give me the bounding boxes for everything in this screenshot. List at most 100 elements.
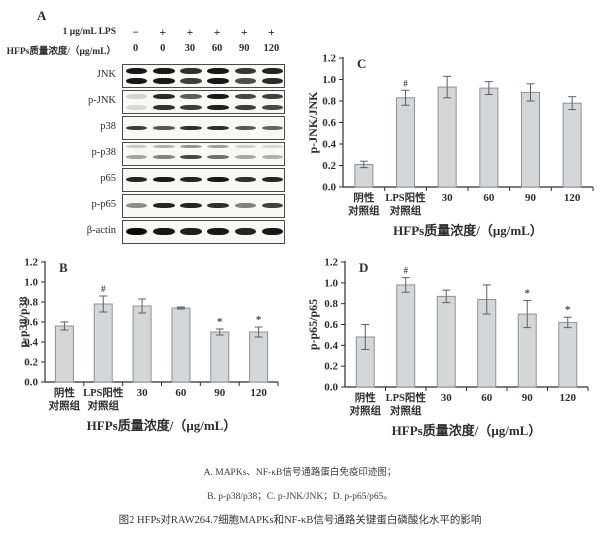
blot-band [153, 104, 175, 110]
x-category-label: 30 [442, 192, 454, 204]
blot-band [261, 145, 284, 149]
bar [54, 325, 74, 383]
blot-band [180, 227, 202, 235]
panel-letter: C [357, 56, 366, 71]
blot-strip [122, 116, 285, 140]
lane-header-value: + [213, 27, 221, 39]
blot-row-label: p-p38 [91, 147, 117, 158]
lane-header-value: + [240, 27, 248, 39]
blot-band [153, 78, 175, 85]
blot-strip [122, 194, 285, 218]
blot-strip [122, 168, 285, 192]
y-axis-title: p-p38/p38 [16, 296, 30, 347]
y-tick-label: 0.4 [24, 337, 38, 349]
blot-band [261, 104, 284, 110]
y-tick-label: 1.0 [322, 74, 336, 86]
x-category-label: 30 [137, 387, 149, 399]
lane-header-value: 0 [132, 43, 139, 54]
blot-band [125, 94, 148, 100]
y-tick-label: 0.0 [24, 377, 38, 389]
blot-band [125, 104, 148, 110]
y-axis-title: p-p65/p65 [306, 299, 320, 350]
bar [562, 102, 582, 188]
lane-header-value: + [268, 27, 275, 39]
y-tick-label: 1.0 [24, 277, 38, 289]
blot-band [180, 104, 202, 110]
significance-marker: # [403, 78, 408, 88]
blot-band [261, 78, 284, 85]
blot-strip [122, 64, 285, 88]
lane-header-value: + [159, 27, 167, 39]
x-category-label: 120 [250, 387, 267, 399]
blot-band [207, 227, 229, 235]
x-category-label: 60 [175, 387, 187, 399]
significance-marker: # [101, 284, 106, 294]
blot-band [207, 126, 229, 131]
blot-band [125, 154, 148, 159]
y-tick-label: 0.4 [322, 139, 336, 151]
x-category-label: LPS阳性对照组 [385, 191, 426, 217]
blot-strip [122, 142, 285, 166]
blot-band [234, 154, 256, 159]
blot-band [234, 203, 256, 209]
chart-p-jnk-jnk: 0.0 0.2 0.4 0.6 0.8 1.0 1.2 阴性对照组 # LPS阳性对照组 30 60 9… [306, 53, 594, 238]
x-category-label: 90 [525, 192, 537, 204]
lps-header-row: 1 μg/mL LPS − + + + + + [0, 27, 310, 41]
blot-band [153, 154, 175, 159]
lane-header-value: − [132, 27, 139, 39]
y-tick-label: 0.2 [322, 160, 336, 172]
lps-header-label: 1 μg/mL LPS [62, 27, 116, 37]
blot-row-label: JNK [96, 69, 116, 80]
significance-marker: * [256, 314, 262, 326]
y-tick-label: 1.0 [324, 277, 338, 289]
blot-band [125, 126, 148, 131]
y-tick-label: 1.2 [322, 53, 336, 65]
blot-row-label: β-actin [86, 225, 116, 236]
blot-band [125, 203, 148, 209]
chart-p-p38-p38: 0.0 0.2 0.4 0.6 0.8 1.0 1.2 阴性对照组 # LPS阳性对照组 30 60 *… [16, 257, 279, 433]
blot-band [261, 227, 284, 235]
blot-band [261, 68, 284, 75]
blot-band [261, 203, 284, 209]
blot-band [180, 68, 202, 75]
bar [171, 307, 191, 383]
bar [396, 284, 416, 388]
blot-band [234, 78, 256, 85]
blot-band [207, 145, 229, 149]
blot-band [234, 145, 256, 149]
concentration-header-label: HFPs质量浓度/（μg/mL） [6, 47, 116, 57]
bar [436, 295, 456, 388]
blot-row-label: p-JNK [88, 95, 116, 106]
y-tick-label: 0.8 [24, 297, 38, 309]
significance-marker: # [404, 266, 409, 276]
blot-band [207, 94, 229, 100]
blot-band [234, 227, 256, 235]
lane-header-value: 30 [184, 43, 196, 54]
x-category-label: 90 [522, 392, 534, 404]
bar [558, 321, 578, 388]
significance-marker: * [217, 316, 223, 328]
blot-row-label: p65 [100, 173, 116, 184]
blot-band [153, 68, 175, 75]
caption-line-a: A. MAPKs、NF-κB信号通路蛋白免疫印迹图； [203, 468, 397, 478]
blot-band [153, 177, 175, 183]
blot-band [207, 177, 229, 183]
figure-caption: A. MAPKs、NF-κB信号通路蛋白免疫印迹图； B. p-p38/p38；… [0, 466, 600, 538]
lane-header-value: 0 [160, 43, 166, 54]
x-category-label: LPS阳性对照组 [83, 386, 124, 412]
x-axis-title: HFPs质量浓度/（μg/mL） [392, 423, 542, 438]
panel-a-label: A [37, 8, 47, 23]
y-tick-label: 1.2 [324, 257, 338, 269]
lane-header-value: + [186, 27, 194, 39]
x-category-label: 30 [441, 392, 453, 404]
blot-band [125, 227, 148, 235]
blot-band [180, 177, 202, 183]
blot-band [234, 104, 256, 110]
y-tick-label: 0.0 [322, 182, 336, 194]
x-category-label: 阴性对照组 [49, 386, 81, 412]
significance-marker: * [565, 304, 571, 316]
bar [93, 303, 113, 383]
bar [249, 331, 269, 383]
blot-band [234, 94, 256, 100]
bar [132, 305, 152, 383]
